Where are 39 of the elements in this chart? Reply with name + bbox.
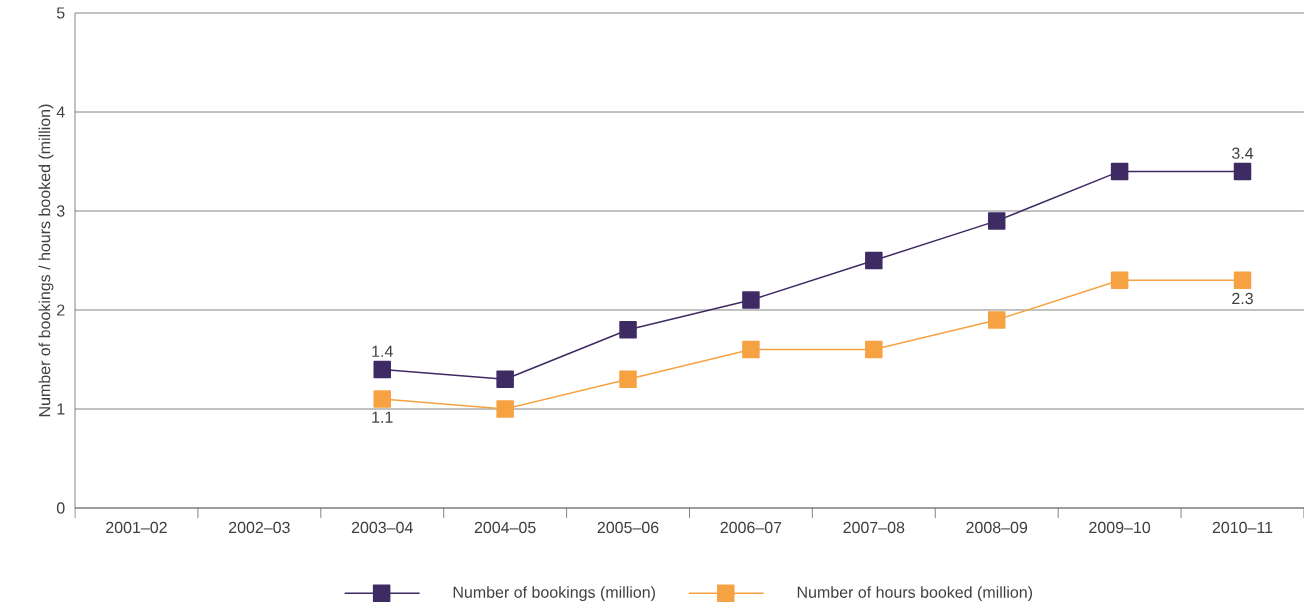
x-tick-label: 2002–03 [229, 521, 290, 534]
x-tick-label: 2001–02 [106, 521, 167, 534]
x-tick-label: 2007–08 [843, 521, 905, 534]
data-label: 1.4 [372, 345, 393, 357]
y-tick-label: 1 [57, 403, 65, 415]
x-tick-label: 2010–11 [1212, 521, 1273, 534]
x-tick-label: 2008–09 [966, 521, 1028, 534]
data-label: 3.4 [1232, 147, 1254, 159]
point [742, 340, 760, 359]
point [987, 311, 1006, 329]
point [742, 291, 760, 309]
legend-label: Number of hours booked (million) [797, 586, 1033, 602]
x-tick-label: 2006–07 [720, 521, 782, 534]
point [865, 251, 883, 270]
point [496, 370, 514, 389]
y-tick-label: 5 [56, 7, 65, 19]
point [373, 360, 391, 379]
data-label: 1.1 [372, 411, 393, 423]
x-tick-label: 2004–05 [474, 521, 536, 534]
point [1233, 162, 1252, 181]
point [1233, 271, 1252, 290]
point [865, 340, 883, 359]
point [496, 400, 514, 418]
x-tick-label: 2003–04 [351, 521, 413, 534]
point [1110, 271, 1129, 290]
point [373, 390, 391, 408]
legend-label: Number of bookings (million) [453, 586, 655, 602]
y-tick-label: 0 [56, 502, 65, 514]
x-tick-label: 2009–10 [1089, 521, 1151, 534]
point [1110, 162, 1129, 181]
y-tick-label: 2 [57, 304, 65, 316]
y-axis-title: Number of bookings / hours booked (million) [38, 104, 54, 417]
point [619, 321, 637, 339]
y-tick-label: 4 [56, 106, 65, 118]
y-tick-label: 3 [56, 205, 65, 217]
x-tick-label: 2005–06 [597, 521, 659, 534]
point [619, 370, 637, 389]
point [987, 212, 1006, 230]
data-label: 2.3 [1232, 292, 1253, 305]
